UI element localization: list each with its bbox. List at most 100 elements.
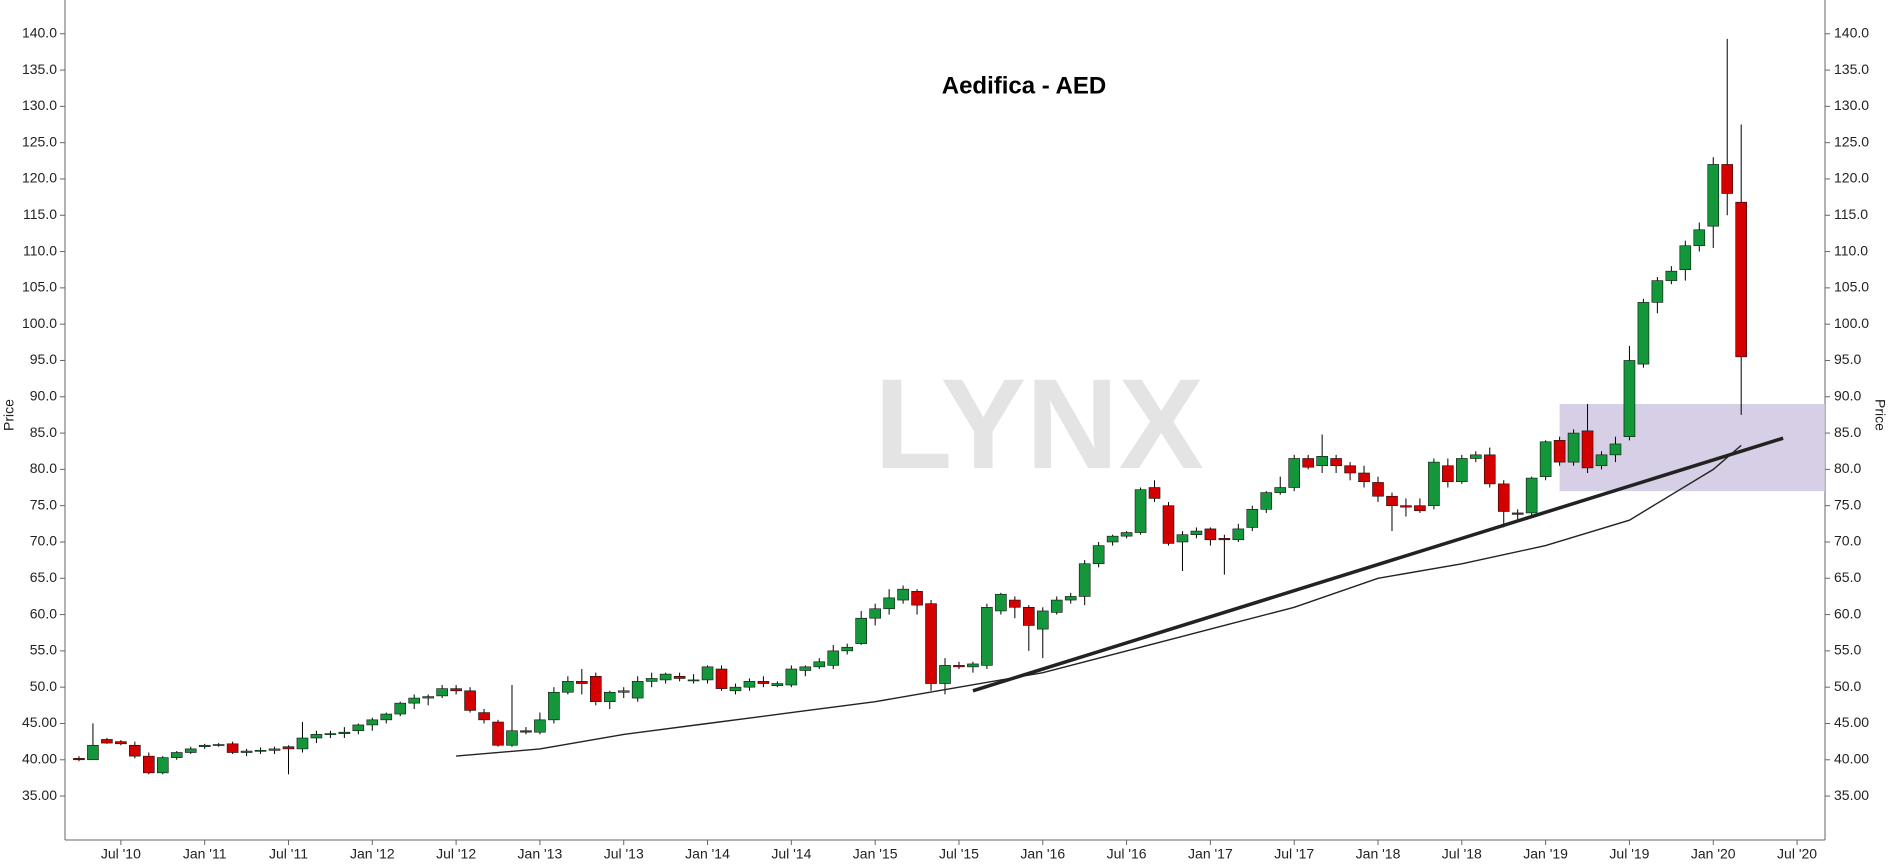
candle-body (687, 679, 700, 682)
candle-body (1134, 489, 1147, 533)
y-tick-label: 80.0 (30, 460, 57, 476)
x-tick-label: Jul '19 (1609, 846, 1649, 862)
candle-body (1442, 465, 1454, 483)
chart-title: Aedifica - AED (942, 72, 1106, 99)
candle-body (603, 691, 616, 702)
candle-body (1023, 607, 1035, 626)
y-tick-label: 35.00 (22, 787, 57, 803)
candle-body (715, 668, 728, 689)
y-tick-label: 100.0 (22, 315, 57, 331)
x-tick-label: Jul '14 (771, 846, 811, 862)
candle-body (1092, 545, 1105, 565)
y-tick-label: 55.0 (30, 642, 57, 658)
candle-body (464, 690, 476, 711)
candle-body (897, 588, 909, 601)
support-zone (1559, 404, 1825, 492)
y2-tick-label: 40.00 (1834, 750, 1869, 766)
y2-tick-label: 80.0 (1834, 460, 1861, 476)
x-tick-label: Jan '12 (350, 846, 395, 862)
candle-body (1078, 563, 1091, 597)
candle-body (1358, 472, 1370, 483)
candle-body (1232, 528, 1245, 541)
candle-body (967, 663, 979, 668)
y2-tick-label: 65.0 (1834, 569, 1861, 585)
candle-body (981, 607, 993, 666)
candle-body (1288, 458, 1301, 488)
y-tick-label: 110.0 (23, 242, 57, 258)
candle-body (338, 731, 351, 734)
y2-tick-label: 120.0 (1834, 170, 1869, 186)
candle-body (1218, 538, 1231, 541)
candle-body (631, 681, 644, 699)
y2-tick-label: 90.0 (1834, 387, 1861, 403)
candle-body (953, 665, 965, 668)
candle-body (939, 665, 951, 684)
candle-body (101, 739, 113, 744)
y-tick-label: 95.0 (30, 351, 57, 367)
candle-body (240, 750, 253, 753)
candle-body (1330, 458, 1342, 467)
candle-body (1120, 532, 1133, 537)
candle-body (1567, 432, 1580, 463)
candle-body (771, 683, 784, 687)
x-tick-label: Jul '11 (269, 846, 308, 862)
candle-body (925, 603, 937, 684)
candle-body (450, 688, 462, 692)
candle-body (1316, 456, 1328, 467)
y-tick-label: 115.0 (23, 206, 57, 222)
candle-body (129, 744, 141, 757)
candle-body (548, 691, 560, 721)
candle-body (394, 702, 407, 715)
y2-tick-label: 125.0 (1834, 133, 1869, 149)
watermark: LYNX (874, 353, 1204, 496)
candle-body (645, 678, 658, 682)
candle-body (617, 690, 630, 693)
y2-tick-label: 130.0 (1834, 97, 1869, 113)
x-tick-label: Jan '17 (1188, 846, 1233, 862)
candle-body (1456, 458, 1468, 483)
candle-body (911, 591, 923, 606)
candle-body (1190, 530, 1203, 536)
candle-body (743, 681, 756, 688)
y-axis-title: Price (1, 399, 17, 431)
y2-tick-label: 110.0 (1834, 242, 1868, 258)
candle-body (1637, 302, 1650, 365)
candle-body (1511, 512, 1524, 515)
y2-tick-label: 115.0 (1834, 206, 1868, 222)
y-tick-label: 140.0 (22, 24, 57, 40)
candle-body (729, 686, 742, 692)
candle-body (1651, 280, 1664, 303)
candle-body (1106, 535, 1119, 543)
candle-body (589, 675, 602, 702)
x-tick-label: Jul '20 (1777, 846, 1817, 862)
candle-body (156, 757, 169, 774)
candle-body (841, 646, 854, 652)
candle-body (1707, 164, 1720, 227)
y2-tick-label: 95.0 (1834, 351, 1861, 367)
candle-body (534, 719, 546, 733)
candle-body (1553, 440, 1566, 463)
candle-body (282, 746, 295, 750)
x-tick-label: Jul '16 (1107, 846, 1147, 862)
candle-body (799, 666, 812, 671)
x-tick-label: Jul '17 (1274, 846, 1314, 862)
candle-body (1679, 245, 1692, 271)
x-tick-label: Jan '14 (685, 846, 730, 862)
candle-body (1162, 505, 1175, 544)
candle-body (1246, 508, 1259, 528)
candle-body (520, 730, 532, 733)
x-tick-label: Jul '10 (101, 846, 141, 862)
y2-tick-label: 45.00 (1834, 714, 1869, 730)
candle-body (827, 650, 840, 666)
y2-tick-label: 85.0 (1834, 424, 1861, 440)
candle-body (436, 688, 448, 697)
x-tick-label: Jan '13 (518, 846, 563, 862)
y2-tick-label: 140.0 (1834, 24, 1869, 40)
y-tick-label: 75.0 (30, 496, 57, 512)
candle-body (785, 668, 798, 686)
candle-body (1344, 465, 1356, 474)
x-tick-label: Jul '15 (939, 846, 979, 862)
candle-body (478, 712, 490, 721)
x-tick-label: Jul '18 (1442, 846, 1482, 862)
